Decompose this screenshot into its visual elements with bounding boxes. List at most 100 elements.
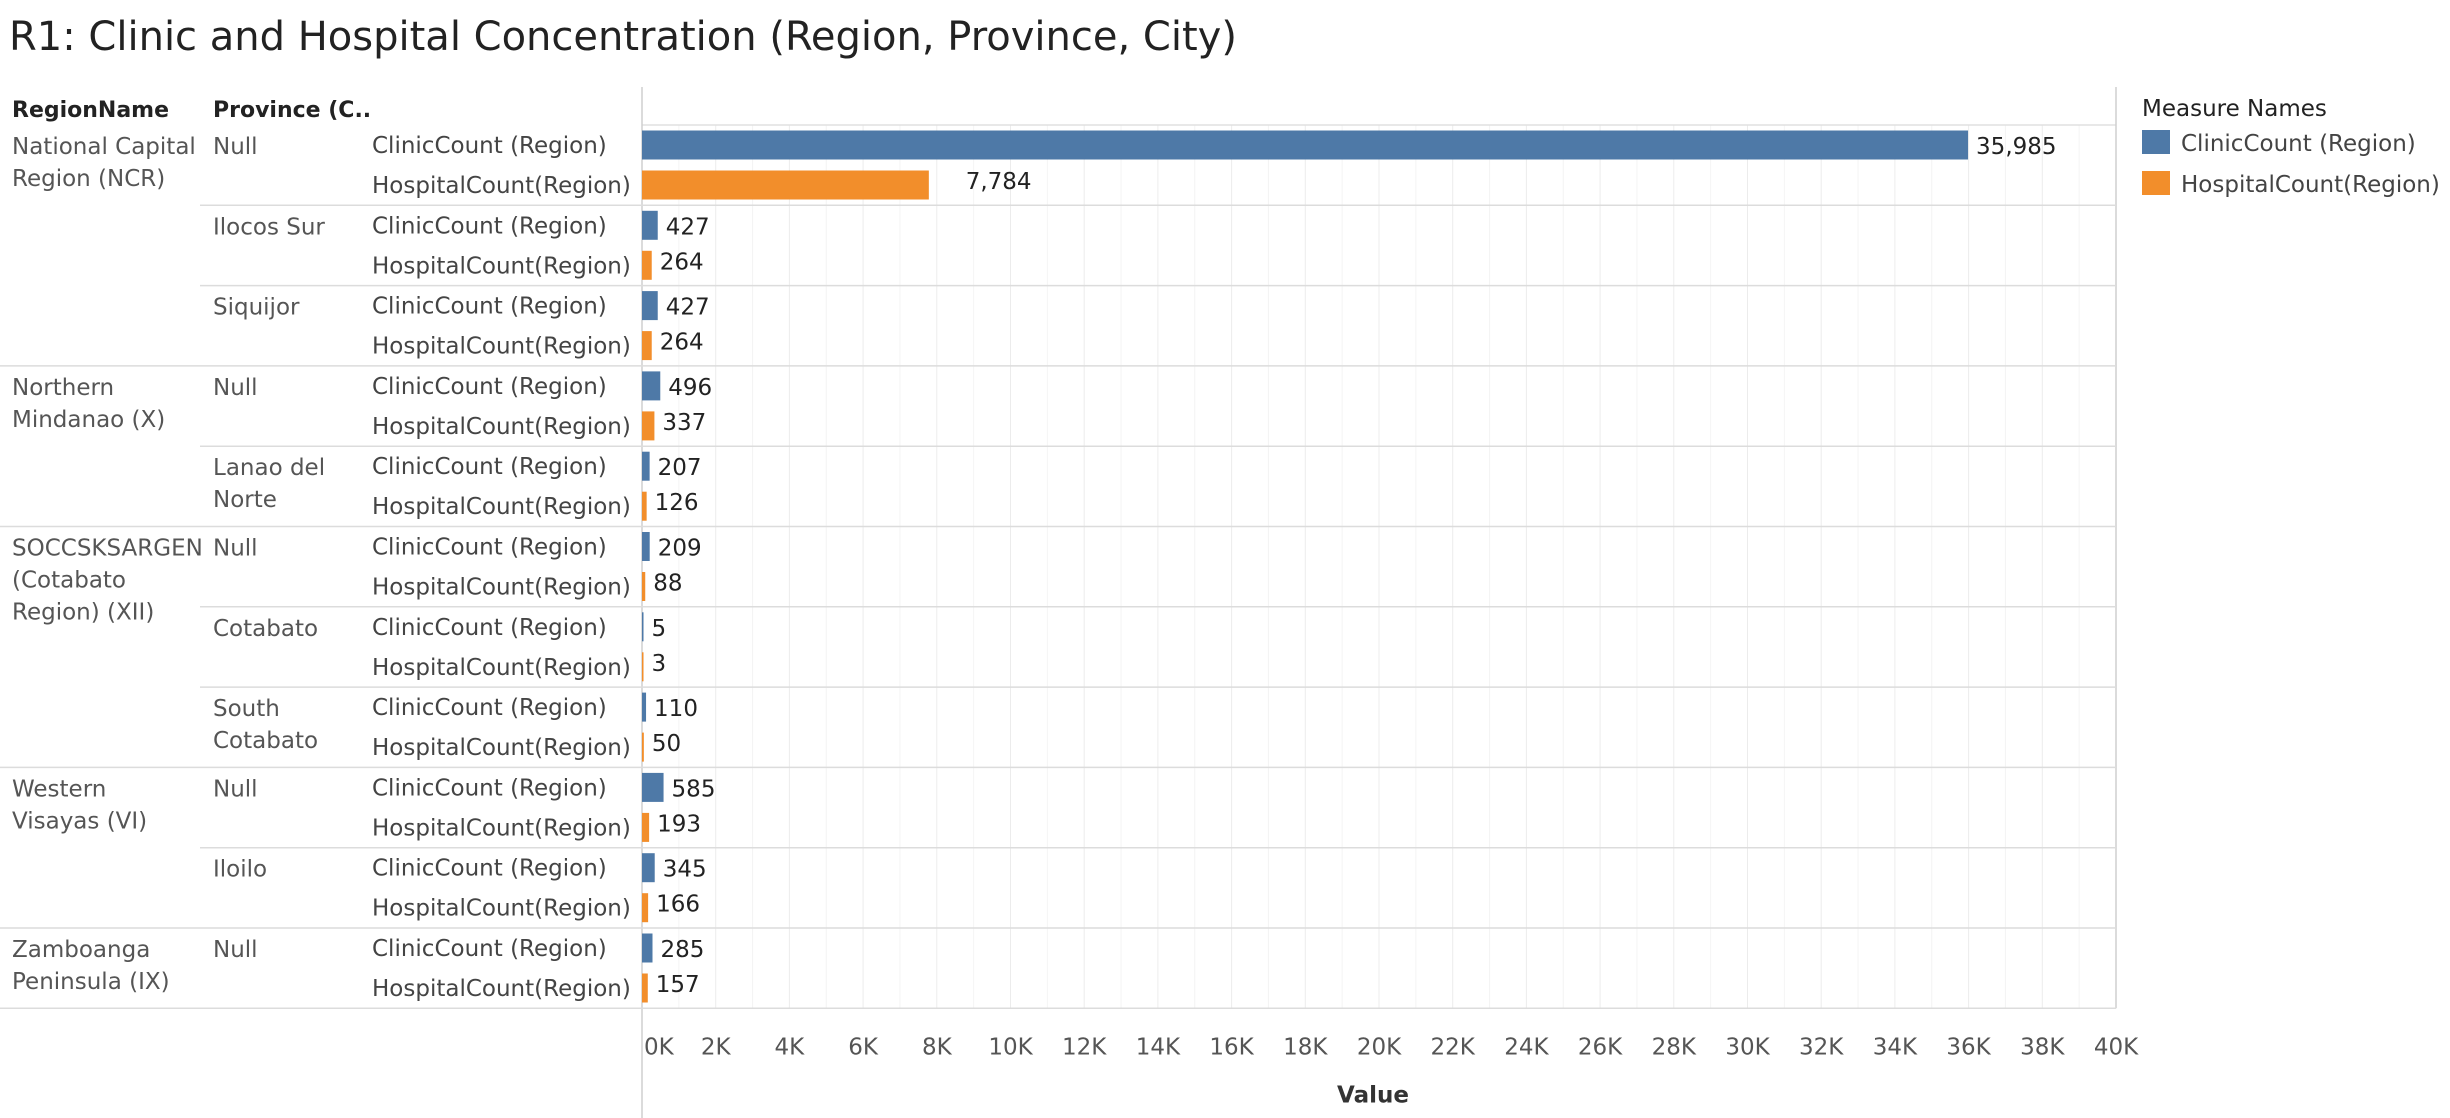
legend-title: Measure Names xyxy=(2142,96,2327,122)
rows-layer: RegionName Province (C.. National Capital R… xyxy=(12,98,631,1002)
measure-label: HospitalCount(Region) xyxy=(372,735,631,761)
bars-layer: 35,985 7,784 427 264 427 264 496 337 207 126 209 88… xyxy=(642,130,2057,1003)
x-tick-label: 36K xyxy=(1946,1034,1991,1060)
data-label: 88 xyxy=(653,571,682,597)
chart-title: R1: Clinic and Hospital Concentration (R… xyxy=(9,14,1237,60)
measure-label: HospitalCount(Region) xyxy=(372,253,631,279)
region-label: (Cotabato xyxy=(12,568,126,594)
province-label: Ilocos Sur xyxy=(213,214,325,240)
province-label: Cotabato xyxy=(213,728,318,754)
data-label: 345 xyxy=(663,857,707,883)
measure-label: HospitalCount(Region) xyxy=(372,976,631,1002)
hospital-bar xyxy=(642,250,652,280)
x-tick-label: 4K xyxy=(775,1034,806,1060)
clinic-bar xyxy=(642,532,650,561)
clinic-bar xyxy=(642,692,647,722)
measure-label: ClinicCount (Region) xyxy=(372,454,607,480)
data-label: 50 xyxy=(652,731,681,757)
measure-label: HospitalCount(Region) xyxy=(372,896,631,922)
hospital-bar xyxy=(642,331,652,361)
x-tick-label: 6K xyxy=(848,1034,879,1060)
x-tick-label: 16K xyxy=(1209,1034,1254,1060)
region-label: Zamboanga xyxy=(12,937,150,963)
data-label: 166 xyxy=(656,892,700,918)
province-label: Null xyxy=(213,134,258,160)
x-tick-label: 30K xyxy=(1725,1034,1770,1060)
hospital-bar xyxy=(642,491,647,521)
clinic-bar xyxy=(642,853,655,883)
province-label: Null xyxy=(213,375,258,401)
measure-label: HospitalCount(Region) xyxy=(372,334,631,360)
x-tick-label: 0K xyxy=(644,1034,675,1060)
data-label: 264 xyxy=(660,330,704,356)
measure-label: ClinicCount (Region) xyxy=(372,535,607,561)
legend: Measure Names ClinicCount (Region) Hospita… xyxy=(2142,96,2440,198)
clinic-bar xyxy=(642,371,661,401)
x-tick-label: 34K xyxy=(1873,1034,1918,1060)
x-tick-label: 12K xyxy=(1062,1034,1107,1060)
clinic-bar xyxy=(642,933,653,963)
hospital-bar xyxy=(642,652,644,682)
x-tick-label: 32K xyxy=(1799,1034,1844,1060)
data-label: 207 xyxy=(658,455,702,481)
measure-label: ClinicCount (Region) xyxy=(372,133,607,159)
clinic-bar xyxy=(642,291,658,321)
x-tick-label: 40K xyxy=(2094,1034,2139,1060)
legend-swatch xyxy=(2142,171,2170,195)
clinic-bar xyxy=(642,612,644,642)
measure-label: HospitalCount(Region) xyxy=(372,414,631,440)
data-label: 193 xyxy=(657,811,701,837)
data-label: 496 xyxy=(668,375,712,401)
province-label: Siquijor xyxy=(213,295,300,321)
measure-label: ClinicCount (Region) xyxy=(372,374,607,400)
row-header-region: RegionName xyxy=(12,98,169,123)
measure-label: ClinicCount (Region) xyxy=(372,856,607,882)
data-label: 126 xyxy=(655,490,699,516)
measure-label: ClinicCount (Region) xyxy=(372,213,607,239)
measure-label: ClinicCount (Region) xyxy=(372,615,607,641)
x-axis: 0K 2K 4K 6K 8K 10K 12K 14K 16K 18K 20K 22K 24K 26K 28K… xyxy=(644,1034,2139,1108)
data-label: 427 xyxy=(666,295,710,321)
measure-label: HospitalCount(Region) xyxy=(372,173,631,199)
x-tick-label: 20K xyxy=(1357,1034,1402,1060)
data-label: 337 xyxy=(662,410,706,436)
measure-label: ClinicCount (Region) xyxy=(372,936,607,962)
region-label: Mindanao (X) xyxy=(12,407,165,433)
row-header-province: Province (C.. xyxy=(213,98,371,123)
hospital-bar xyxy=(642,170,929,200)
x-tick-label: 26K xyxy=(1578,1034,1623,1060)
measure-label: HospitalCount(Region) xyxy=(372,815,631,841)
province-label: Iloilo xyxy=(213,857,267,883)
x-tick-label: 14K xyxy=(1136,1034,1181,1060)
region-label: Region) (XII) xyxy=(12,600,154,626)
x-tick-label: 22K xyxy=(1431,1034,1476,1060)
hospital-bar xyxy=(642,812,650,842)
hospital-bar xyxy=(642,893,649,923)
measure-label: ClinicCount (Region) xyxy=(372,775,607,801)
x-tick-label: 2K xyxy=(701,1034,732,1060)
data-label: 209 xyxy=(658,536,702,562)
hospital-bar xyxy=(642,572,646,601)
grid-layer xyxy=(0,87,2117,1118)
x-tick-label: 24K xyxy=(1504,1034,1549,1060)
region-label: Peninsula (IX) xyxy=(12,969,170,995)
data-label: 585 xyxy=(672,776,716,802)
data-label: 5 xyxy=(652,616,667,642)
data-label: 157 xyxy=(656,972,700,998)
measure-label: ClinicCount (Region) xyxy=(372,294,607,320)
data-label: 3 xyxy=(652,651,667,677)
clinic-bar xyxy=(642,451,650,481)
legend-swatch xyxy=(2142,130,2170,154)
data-label: 110 xyxy=(654,696,698,722)
clinic-bar xyxy=(642,210,658,240)
hospital-bar xyxy=(642,411,655,441)
data-label: 427 xyxy=(666,214,710,240)
hospital-bar xyxy=(642,973,648,1003)
legend-entry: HospitalCount(Region) xyxy=(2181,172,2440,198)
province-label: South xyxy=(213,696,280,722)
x-tick-label: 28K xyxy=(1652,1034,1697,1060)
region-label: Northern xyxy=(12,375,114,401)
region-label: National Capital xyxy=(12,134,196,160)
measure-label: ClinicCount (Region) xyxy=(372,695,607,721)
